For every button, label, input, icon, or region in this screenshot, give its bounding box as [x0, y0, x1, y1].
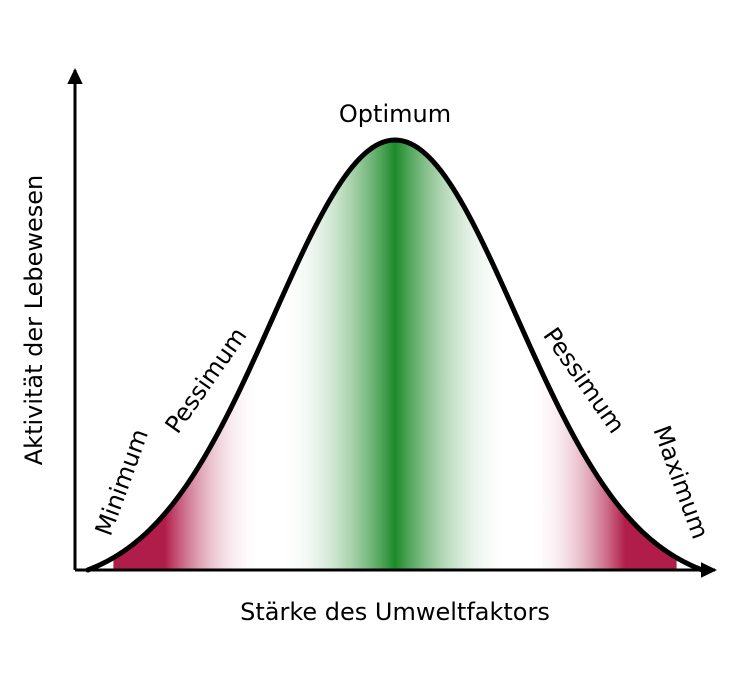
optimum-label: Optimum [339, 100, 451, 128]
pessimum-left-zone [113, 50, 260, 590]
optimum-zone [280, 50, 510, 590]
pessimum-right-zone [529, 50, 676, 590]
maximum-label: Maximum [648, 422, 715, 543]
y-axis-arrow [67, 68, 82, 84]
x-axis-label: Stärke des Umweltfaktors [240, 598, 550, 626]
x-axis-arrow [701, 562, 717, 577]
zones-group [113, 50, 676, 590]
y-axis-label: Aktivität der Lebewesen [20, 175, 48, 466]
minimum-label: Minimum [90, 425, 154, 539]
